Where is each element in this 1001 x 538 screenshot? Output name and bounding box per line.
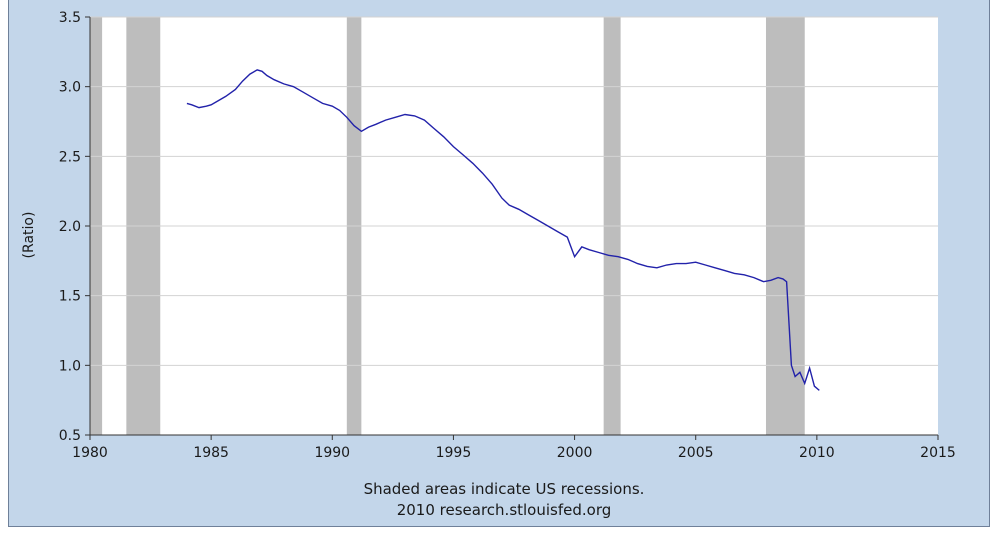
y-tick-label: 1.5 (59, 289, 81, 305)
y-ticks: 0.5 1.0 1.5 2.0 2.5 3.0 3.5 (59, 10, 90, 444)
x-tick-label: 1980 (72, 445, 108, 461)
y-tick-label: 2.0 (59, 219, 81, 235)
x-tick-label: 1995 (436, 445, 472, 461)
recession-note: Shaded areas indicate US recessions. (364, 480, 645, 498)
y-tick-label: 3.0 (59, 80, 81, 96)
x-ticks: 1980 1985 1990 1995 2000 2005 2010 2015 (72, 435, 956, 461)
ratio-series-line (186, 69, 820, 391)
x-tick-label: 2015 (920, 445, 956, 461)
y-tick-label: 1.0 (59, 358, 81, 374)
source-note: 2010 research.stlouisfed.org (397, 501, 612, 519)
y-axis-title: (Ratio) (21, 212, 37, 259)
y-tick-label: 2.5 (59, 149, 81, 165)
y-tick-label: 0.5 (59, 428, 81, 444)
x-tick-label: 2000 (557, 445, 593, 461)
x-tick-label: 1990 (314, 445, 350, 461)
x-tick-label: 1985 (193, 445, 229, 461)
x-tick-label: 2010 (799, 445, 835, 461)
x-tick-label: 2005 (678, 445, 714, 461)
y-tick-label: 3.5 (59, 10, 81, 26)
